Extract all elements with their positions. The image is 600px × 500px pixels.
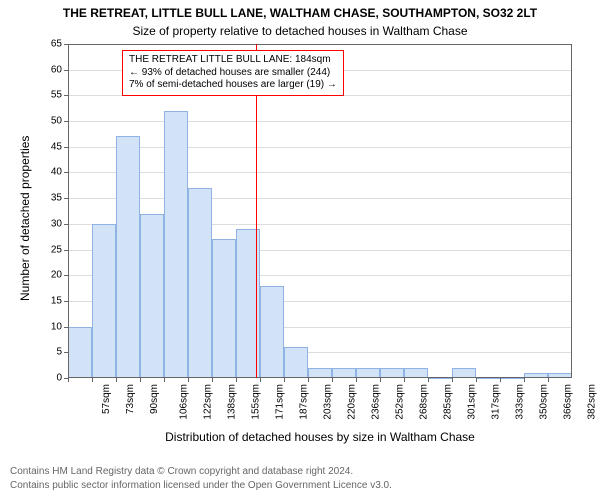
xtick-mark	[452, 378, 453, 382]
ytick-label: 30	[40, 218, 62, 229]
annotation-line: ← 93% of detached houses are smaller (24…	[129, 67, 337, 80]
ytick-label: 50	[40, 116, 62, 127]
ytick-label: 45	[40, 141, 62, 152]
xtick-label: 382sqm	[587, 384, 598, 420]
histogram-bar	[500, 378, 524, 379]
annotation-line: 7% of semi-detached houses are larger (1…	[129, 79, 337, 92]
xtick-label: 252sqm	[395, 384, 406, 420]
xtick-mark	[260, 378, 261, 382]
ytick-label: 35	[40, 193, 62, 204]
ytick-label: 5	[40, 347, 62, 358]
xtick-mark	[356, 378, 357, 382]
xtick-mark	[500, 378, 501, 382]
ytick-label: 60	[40, 64, 62, 75]
ytick-label: 25	[40, 244, 62, 255]
xtick-label: 236sqm	[371, 384, 382, 420]
xtick-label: 285sqm	[443, 384, 454, 420]
ytick-label: 0	[40, 373, 62, 384]
xtick-label: 73sqm	[125, 384, 136, 414]
histogram-bar	[428, 378, 452, 379]
xtick-label: 171sqm	[275, 384, 286, 420]
xtick-mark	[476, 378, 477, 382]
xtick-label: 268sqm	[419, 384, 430, 420]
x-axis-label: Distribution of detached houses by size …	[68, 430, 572, 444]
xtick-label: 155sqm	[251, 384, 262, 420]
xtick-mark	[308, 378, 309, 382]
chart-title-sub: Size of property relative to detached ho…	[0, 24, 600, 38]
ytick-label: 20	[40, 270, 62, 281]
xtick-label: 90sqm	[149, 384, 160, 414]
y-axis-label: Number of detached properties	[18, 136, 32, 301]
xtick-mark	[284, 378, 285, 382]
xtick-mark	[164, 378, 165, 382]
xtick-label: 187sqm	[299, 384, 310, 420]
chart-title-main: THE RETREAT, LITTLE BULL LANE, WALTHAM C…	[0, 6, 600, 20]
chart-container: THE RETREAT, LITTLE BULL LANE, WALTHAM C…	[0, 0, 600, 500]
xtick-label: 317sqm	[491, 384, 502, 420]
footnote-line-2: Contains public sector information licen…	[10, 480, 392, 491]
xtick-label: 138sqm	[227, 384, 238, 420]
xtick-label: 122sqm	[203, 384, 214, 420]
ytick-label: 40	[40, 167, 62, 178]
xtick-mark	[212, 378, 213, 382]
ytick-label: 55	[40, 90, 62, 101]
xtick-mark	[116, 378, 117, 382]
xtick-mark	[524, 378, 525, 382]
xtick-label: 106sqm	[179, 384, 190, 420]
xtick-label: 203sqm	[323, 384, 334, 420]
xtick-label: 301sqm	[467, 384, 478, 420]
xtick-mark	[404, 378, 405, 382]
xtick-label: 220sqm	[347, 384, 358, 420]
xtick-mark	[236, 378, 237, 382]
xtick-mark	[380, 378, 381, 382]
xtick-mark	[68, 378, 69, 382]
xtick-mark	[140, 378, 141, 382]
xtick-mark	[548, 378, 549, 382]
ytick-label: 15	[40, 295, 62, 306]
xtick-label: 350sqm	[539, 384, 550, 420]
xtick-label: 333sqm	[515, 384, 526, 420]
ytick-label: 65	[40, 39, 62, 50]
annotation-line: THE RETREAT LITTLE BULL LANE: 184sqm	[129, 54, 337, 67]
xtick-label: 366sqm	[563, 384, 574, 420]
ytick-label: 10	[40, 321, 62, 332]
xtick-mark	[188, 378, 189, 382]
xtick-mark	[428, 378, 429, 382]
xtick-mark	[92, 378, 93, 382]
xtick-mark	[332, 378, 333, 382]
annotation-box: THE RETREAT LITTLE BULL LANE: 184sqm← 93…	[122, 50, 344, 96]
histogram-bar	[476, 378, 500, 379]
footnote-line-1: Contains HM Land Registry data © Crown c…	[10, 466, 353, 477]
xtick-label: 57sqm	[101, 384, 112, 414]
